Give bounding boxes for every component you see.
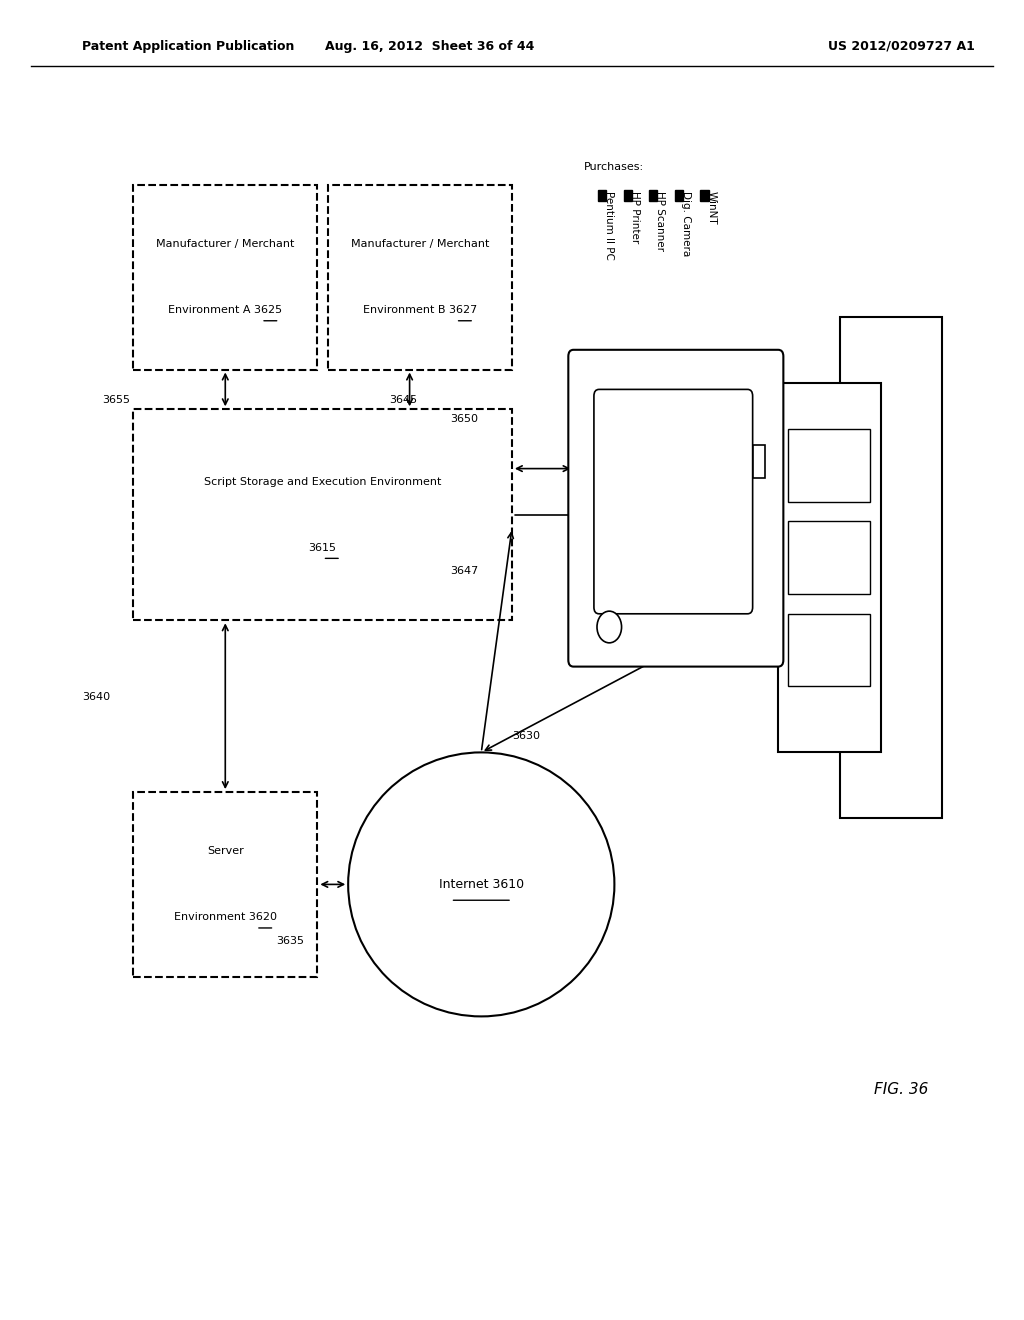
- Bar: [675, 190, 683, 201]
- Text: Purchases:: Purchases:: [584, 161, 644, 172]
- Text: HP Printer: HP Printer: [630, 191, 640, 244]
- Text: 3647: 3647: [451, 566, 479, 577]
- Text: Aug. 16, 2012  Sheet 36 of 44: Aug. 16, 2012 Sheet 36 of 44: [326, 40, 535, 53]
- FancyBboxPatch shape: [840, 317, 942, 818]
- Ellipse shape: [348, 752, 614, 1016]
- Text: 3615: 3615: [308, 543, 337, 553]
- Text: Server: Server: [207, 846, 244, 857]
- Text: Internet 3610: Internet 3610: [438, 878, 524, 891]
- Text: FIG. 36: FIG. 36: [873, 1081, 929, 1097]
- Text: Patent Application Publication: Patent Application Publication: [82, 40, 294, 53]
- Text: Dig. Camera: Dig. Camera: [681, 191, 691, 256]
- Bar: [788, 429, 870, 502]
- Text: Manufacturer / Merchant: Manufacturer / Merchant: [156, 239, 295, 249]
- FancyBboxPatch shape: [568, 350, 783, 667]
- Text: Script Storage and Execution Environment: Script Storage and Execution Environment: [204, 477, 441, 487]
- Circle shape: [597, 611, 622, 643]
- Bar: [753, 445, 765, 478]
- Bar: [788, 614, 870, 686]
- Text: 3630: 3630: [512, 731, 540, 742]
- Text: Environment A 3625: Environment A 3625: [168, 305, 283, 315]
- Text: Environment B 3627: Environment B 3627: [362, 305, 477, 315]
- FancyBboxPatch shape: [594, 389, 753, 614]
- Text: 3655: 3655: [102, 395, 130, 405]
- Text: US 2012/0209727 A1: US 2012/0209727 A1: [827, 40, 975, 53]
- Bar: [598, 190, 606, 201]
- Text: 3650: 3650: [451, 414, 478, 425]
- Bar: [624, 190, 632, 201]
- Text: 3640: 3640: [82, 692, 110, 702]
- Text: Pentium II PC: Pentium II PC: [604, 191, 614, 260]
- FancyBboxPatch shape: [778, 383, 881, 752]
- Text: HP Scanner: HP Scanner: [655, 191, 666, 251]
- Text: Manufacturer / Merchant: Manufacturer / Merchant: [350, 239, 489, 249]
- Text: 3635: 3635: [276, 936, 304, 946]
- Text: Environment 3620: Environment 3620: [174, 912, 276, 923]
- Text: 3645: 3645: [389, 395, 417, 405]
- Bar: [700, 190, 709, 201]
- Text: WinNT: WinNT: [707, 191, 717, 224]
- Bar: [788, 521, 870, 594]
- Bar: [649, 190, 657, 201]
